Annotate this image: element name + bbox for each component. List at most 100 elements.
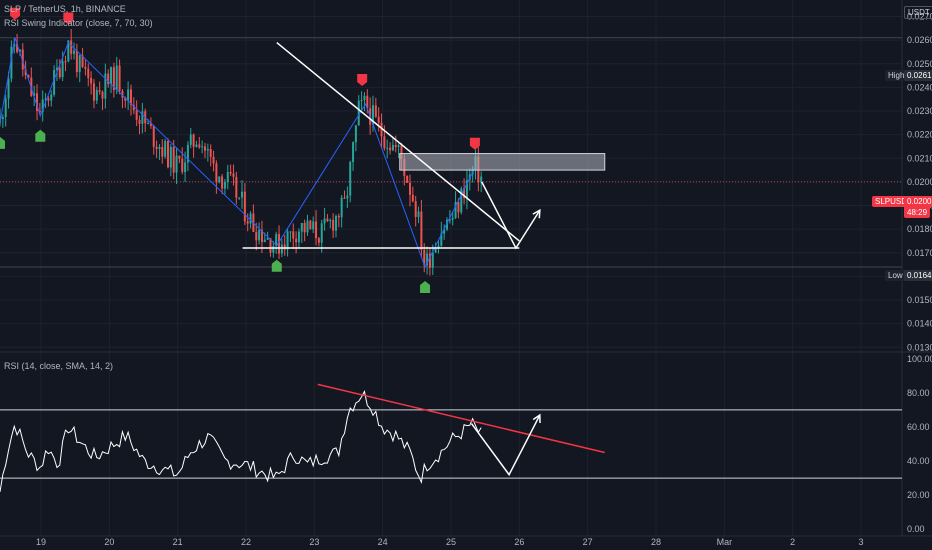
rsi-tick-label: 20.00	[907, 490, 930, 500]
rsi-projection-arrow-head	[532, 413, 541, 424]
candle-body	[249, 213, 252, 224]
candle-body	[300, 223, 303, 232]
currency-badge[interactable]: USDT	[904, 6, 932, 19]
countdown: 48:29	[904, 207, 931, 218]
candle-body	[289, 231, 292, 233]
buy-signal-marker	[35, 129, 46, 142]
candle-body	[1, 117, 4, 119]
candle-body	[78, 55, 81, 73]
candle-body	[81, 55, 84, 68]
candle-body	[41, 99, 44, 112]
candle-body	[394, 144, 397, 147]
candle-body	[232, 173, 235, 177]
candle-body	[454, 202, 457, 218]
candle-body	[354, 125, 357, 143]
price-projection-arrow-head	[532, 208, 541, 219]
candle-body	[280, 244, 283, 254]
candle-body	[315, 221, 318, 239]
candle-body	[383, 136, 386, 149]
candle-body	[226, 172, 229, 183]
candle-body	[326, 218, 329, 222]
candle-body	[397, 145, 400, 147]
time-tick-label: 22	[241, 537, 251, 547]
candle-body	[206, 148, 209, 151]
sell-signal-marker	[10, 7, 21, 20]
candle-body	[92, 83, 95, 101]
time-tick-label: 19	[36, 537, 46, 547]
sell-signal-marker	[469, 137, 480, 150]
candle-body	[201, 146, 204, 148]
high-value: 0.0261	[904, 70, 932, 81]
low-value: 0.0164	[904, 270, 932, 281]
candle-body	[457, 202, 460, 213]
candle-body	[101, 91, 104, 99]
candle-body	[292, 231, 295, 239]
candle-body	[132, 104, 135, 111]
rsi-tick-label: 100.00	[907, 354, 932, 364]
candle-body	[363, 95, 366, 101]
price-tick-label: 0.0220	[907, 130, 932, 140]
price-projection-arrow	[481, 181, 541, 250]
candle-body	[4, 98, 7, 118]
price-tick-label: 0.0210	[907, 153, 932, 163]
price-tick-label: 0.0170	[907, 248, 932, 258]
candle-body	[164, 141, 167, 157]
candle-body	[158, 147, 161, 149]
candle-body	[223, 182, 226, 189]
candle-body	[431, 252, 434, 268]
candle-body	[434, 248, 437, 253]
candle-body	[38, 110, 41, 112]
candle-body	[16, 43, 19, 53]
candle-body	[175, 155, 178, 173]
rsi-title[interactable]: RSI (14, close, SMA, 14, 2)	[4, 361, 114, 371]
candle-body	[460, 188, 463, 213]
symbol-title[interactable]: SLP / TetherUS, 1h, BINANCE	[4, 4, 126, 14]
candle-body	[357, 100, 360, 126]
time-tick-label: 26	[514, 537, 524, 547]
candle-body	[110, 67, 113, 85]
candle-body	[104, 73, 107, 99]
candle-body	[386, 147, 389, 149]
candle-body	[181, 158, 184, 173]
candle-body	[18, 49, 21, 53]
candle-body	[221, 176, 224, 189]
candle-body	[409, 182, 411, 195]
zigzag-line	[0, 37, 476, 269]
supply-zone	[399, 153, 606, 171]
candle-body	[115, 65, 118, 91]
candle-body	[155, 146, 158, 149]
sell-signal-marker	[63, 12, 74, 25]
candle-body	[440, 233, 443, 246]
candle-body	[195, 144, 198, 147]
candle-body	[275, 234, 278, 247]
time-tick-label: 20	[104, 537, 114, 547]
price-tick-label: 0.0140	[907, 319, 932, 329]
candle-body	[465, 180, 468, 199]
candle-body	[215, 163, 218, 183]
candle-body	[112, 67, 115, 91]
last-price-value: 0.0200	[904, 196, 932, 207]
time-tick-label: 21	[173, 537, 183, 547]
candle-body	[263, 239, 266, 243]
candle-body	[212, 156, 215, 164]
candle-body	[75, 50, 78, 73]
time-tick-label: 27	[583, 537, 593, 547]
candle-body	[266, 238, 269, 240]
candle-body	[417, 211, 420, 217]
vertical-grid	[40, 0, 862, 536]
candle-body	[204, 146, 206, 151]
candle-body	[414, 201, 417, 217]
sell-signal-marker	[357, 73, 368, 86]
rsi-tick-label: 80.00	[907, 388, 930, 398]
candle-body	[329, 220, 332, 222]
candle-body	[406, 175, 409, 183]
candle-body	[152, 125, 155, 147]
candle-body	[349, 161, 352, 196]
candle-body	[67, 40, 70, 62]
candle-body	[297, 231, 300, 243]
rsi-tick-label: 60.00	[907, 422, 930, 432]
candle-body	[426, 253, 429, 266]
indicator-title[interactable]: RSI Swing Indicator (close, 7, 70, 30)	[4, 18, 153, 28]
candle-body	[303, 223, 306, 233]
